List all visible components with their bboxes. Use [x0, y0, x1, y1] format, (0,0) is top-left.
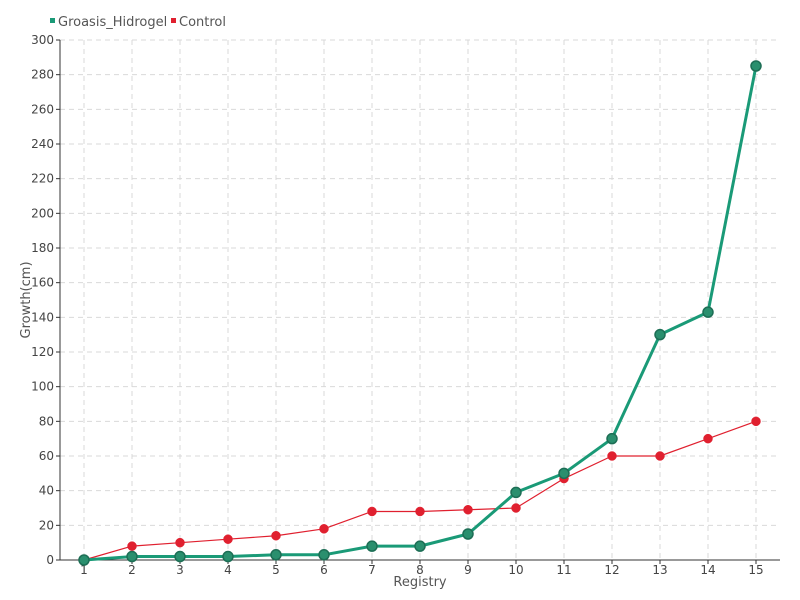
x-tick-label: 8 [416, 563, 424, 577]
y-tick-label: 200 [31, 206, 54, 220]
data-point[interactable] [511, 503, 521, 513]
data-point[interactable] [606, 432, 618, 445]
y-tick-label: 300 [31, 33, 54, 47]
data-point[interactable] [607, 451, 617, 461]
x-tick-label: 6 [320, 563, 328, 577]
x-tick-label: 11 [556, 563, 571, 577]
data-point[interactable] [415, 506, 425, 517]
data-point[interactable] [271, 530, 281, 541]
y-tick-label: 60 [39, 449, 54, 463]
x-tick-label: 12 [604, 563, 619, 577]
data-point[interactable] [223, 534, 233, 544]
data-point[interactable] [558, 467, 570, 480]
series-group [78, 60, 762, 566]
y-tick-label: 280 [31, 68, 54, 82]
x-tick-label: 5 [272, 563, 280, 577]
data-point[interactable] [126, 550, 138, 563]
x-tick-labels: 1 2 3 4 5 6 7 8 9 10 11 12 13 14 15 [80, 560, 764, 577]
y-tick-label: 80 [39, 414, 54, 428]
x-tick-label: 10 [508, 563, 523, 577]
legend-swatch [171, 18, 176, 23]
data-point[interactable] [270, 549, 282, 561]
data-point[interactable] [127, 541, 137, 551]
legend[interactable]: Groasis_Hidrogel Control [50, 15, 226, 30]
data-point[interactable] [751, 416, 761, 427]
data-point[interactable] [702, 306, 714, 318]
x-tick-label: 2 [128, 563, 136, 577]
y-axis-title: Growth(cm) [19, 261, 34, 338]
legend-item-control[interactable]: Control [171, 15, 226, 30]
data-point[interactable] [462, 528, 474, 540]
y-tick-label: 140 [31, 310, 54, 324]
x-tick-label: 4 [224, 563, 232, 577]
y-tick-label: 240 [31, 137, 54, 151]
data-point[interactable] [414, 540, 426, 552]
y-tick-label: 260 [31, 102, 54, 116]
x-tick-label: 13 [652, 563, 667, 577]
data-point[interactable] [222, 550, 234, 563]
y-tick-label: 220 [31, 172, 54, 186]
legend-label: Control [179, 15, 226, 30]
data-point[interactable] [654, 328, 666, 341]
x-tick-label: 14 [700, 563, 715, 577]
legend-swatch [50, 18, 55, 23]
legend-label: Groasis_Hidrogel [58, 15, 167, 30]
data-point[interactable] [175, 537, 185, 548]
x-axis-title: Registry [393, 575, 447, 590]
data-point[interactable] [318, 549, 330, 561]
y-tick-label: 100 [31, 380, 54, 394]
data-point[interactable] [78, 554, 90, 566]
x-tick-label: 9 [464, 563, 472, 577]
data-point[interactable] [463, 504, 473, 515]
data-point[interactable] [174, 550, 186, 563]
data-point[interactable] [367, 506, 377, 517]
data-point[interactable] [655, 451, 665, 461]
y-tick-label: 160 [31, 276, 54, 290]
y-tick-label: 0 [46, 553, 54, 567]
y-tick-label: 20 [39, 518, 54, 532]
data-point[interactable] [703, 433, 713, 444]
x-tick-label: 3 [176, 563, 184, 577]
y-tick-labels: 0 20 40 60 80 100 120 140 160 180 200 220 240 260 280 3… [31, 33, 60, 567]
y-tick-label: 40 [39, 484, 54, 498]
series-control [79, 416, 761, 565]
data-point[interactable] [750, 60, 762, 72]
y-tick-label: 120 [31, 345, 54, 359]
legend-item-groasis-hidrogel[interactable]: Groasis_Hidrogel [50, 15, 167, 30]
x-tick-label: 1 [80, 563, 88, 577]
data-point[interactable] [366, 540, 378, 552]
series-groasis-hidrogel [78, 60, 762, 566]
data-point[interactable] [319, 524, 329, 534]
y-tick-label: 180 [31, 241, 54, 255]
x-tick-label: 7 [368, 563, 376, 577]
grid [60, 39, 780, 560]
data-point[interactable] [510, 486, 522, 499]
x-tick-label: 15 [748, 563, 763, 577]
